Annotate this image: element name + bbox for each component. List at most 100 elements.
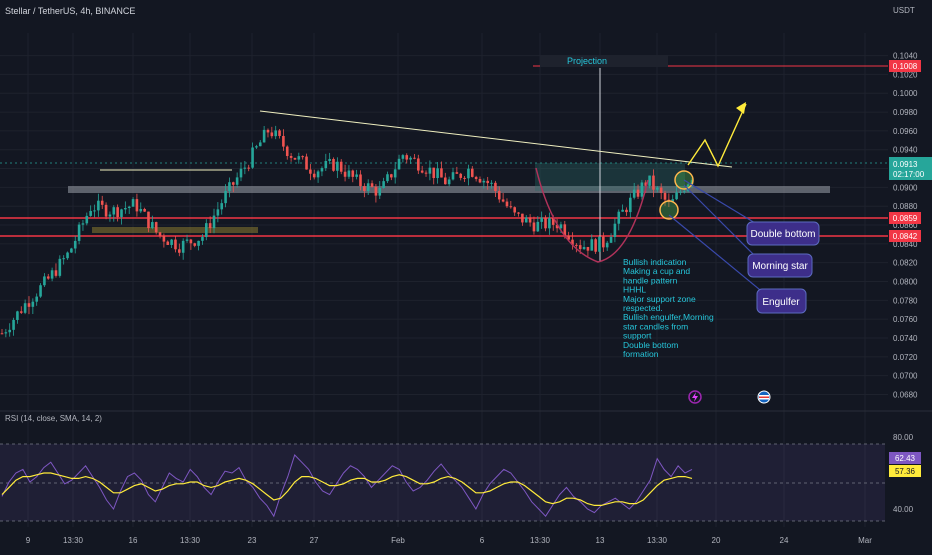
candle-body [559, 224, 563, 229]
candle-body [336, 161, 339, 171]
candle-body [393, 169, 397, 178]
candle-body [432, 167, 436, 179]
candle-body [85, 215, 89, 224]
candle-body [563, 224, 567, 236]
support-zone [92, 227, 258, 233]
candle-body [77, 224, 81, 241]
rsi-title[interactable]: RSI (14, close, SMA, 14, 2) [5, 414, 102, 423]
price-tick-label: 0.0900 [893, 183, 918, 192]
candle-body [282, 135, 285, 147]
candle-body [505, 201, 509, 207]
price-tick-label: 0.0860 [893, 221, 918, 230]
candle-body [8, 329, 12, 333]
descending-trendline[interactable] [259, 110, 733, 168]
candle-body [216, 209, 220, 216]
candle-body [575, 244, 578, 246]
candle-body [170, 239, 173, 245]
candle-body [447, 179, 451, 185]
candle-body [324, 160, 328, 169]
time-tick-label: 27 [310, 536, 319, 545]
candle-body [104, 204, 108, 217]
time-tick-label: 20 [712, 536, 721, 545]
time-tick-label: Mar [858, 536, 872, 545]
candle-body [154, 222, 158, 233]
candle-body [359, 174, 362, 187]
projection-price-badge: 0.1008 [889, 60, 921, 72]
candle-body [43, 276, 46, 286]
analysis-note-line: Bullish engulfer,Morning [623, 312, 714, 322]
symbol-title[interactable]: Stellar / TetherUS, 4h, BINANCE [5, 6, 135, 16]
handle-zone [535, 163, 685, 191]
candle-body [679, 191, 682, 193]
us-flag-event-icon[interactable] [757, 390, 771, 404]
candle-body [316, 171, 320, 178]
candle-body [66, 252, 69, 259]
cup-pattern-arc[interactable] [535, 167, 649, 263]
candle-body [258, 142, 262, 147]
morning-star-circle[interactable] [659, 200, 679, 220]
candle-body [501, 199, 505, 202]
candle-body [413, 157, 416, 159]
callout-engulfer[interactable]: Engulfer [756, 288, 807, 314]
time-tick-label: 13:30 [530, 536, 551, 545]
candle-body [544, 217, 547, 229]
time-tick-label: 23 [248, 536, 257, 545]
candle-body [436, 168, 439, 179]
candle-body [540, 217, 543, 222]
candle-body [451, 172, 455, 180]
svg-text:0.1008: 0.1008 [893, 62, 918, 71]
candle-body [409, 157, 412, 160]
candle-body [16, 311, 19, 320]
candle-body [143, 208, 146, 212]
price-tick-label: 0.0820 [893, 259, 918, 268]
candle-body [174, 239, 177, 250]
time-tick-label: 13 [596, 536, 605, 545]
candle-body [555, 224, 559, 229]
candle-body [70, 248, 73, 253]
analysis-note-line: Bullish indication [623, 257, 687, 267]
candle-body [12, 319, 15, 330]
candle-body [35, 296, 38, 302]
candle-body [382, 181, 385, 188]
resistance-zone [68, 186, 830, 193]
candle-body [212, 215, 216, 229]
candle-body [470, 168, 474, 177]
callout-double-bottom-text: Double bottom [750, 229, 815, 240]
candle-body [378, 187, 382, 196]
support-price-badge-1: 0.0859 [889, 212, 921, 224]
candle-body [247, 167, 251, 169]
projection-path[interactable] [687, 103, 747, 168]
callout-connector-3 [668, 214, 766, 295]
candle-body [46, 276, 50, 279]
callout-morning-star-text: Morning star [752, 261, 808, 272]
candle-body [205, 223, 208, 238]
candle-body [621, 209, 624, 212]
candle-body [297, 156, 301, 160]
candle-body [166, 241, 170, 245]
candle-body [208, 223, 212, 229]
callout-connector-2 [683, 184, 758, 259]
candle-body [420, 170, 424, 173]
price-tick-label: 0.1000 [893, 89, 918, 98]
candle-body [305, 156, 308, 170]
lightning-event-icon[interactable] [688, 390, 702, 404]
callout-morning-star[interactable]: Morning star [747, 253, 813, 278]
candle-body [632, 189, 636, 198]
currency-label: USDT [893, 6, 915, 15]
candle-body [644, 182, 648, 186]
time-tick-label: 9 [26, 536, 31, 545]
time-axis[interactable]: 9 13:30 16 13:30 23 27 Feb 6 13:30 13 13:30 20 24 Mar [26, 536, 872, 545]
price-axis[interactable]: 0.1040 0.1020 0.1000 0.0980 0.0960 0.0940 0.09… [893, 52, 918, 514]
svg-text:02:17:00: 02:17:00 [893, 170, 925, 179]
callout-double-bottom[interactable]: Double bottom [746, 221, 820, 246]
candle-body [289, 155, 293, 158]
rsi-band-fill [0, 444, 885, 521]
candle-body [636, 189, 640, 197]
candle-body [494, 182, 497, 192]
candle-body [112, 207, 116, 215]
candle-body [428, 167, 432, 174]
candle-body [62, 258, 65, 260]
analysis-note-line: star candles from [623, 321, 688, 331]
